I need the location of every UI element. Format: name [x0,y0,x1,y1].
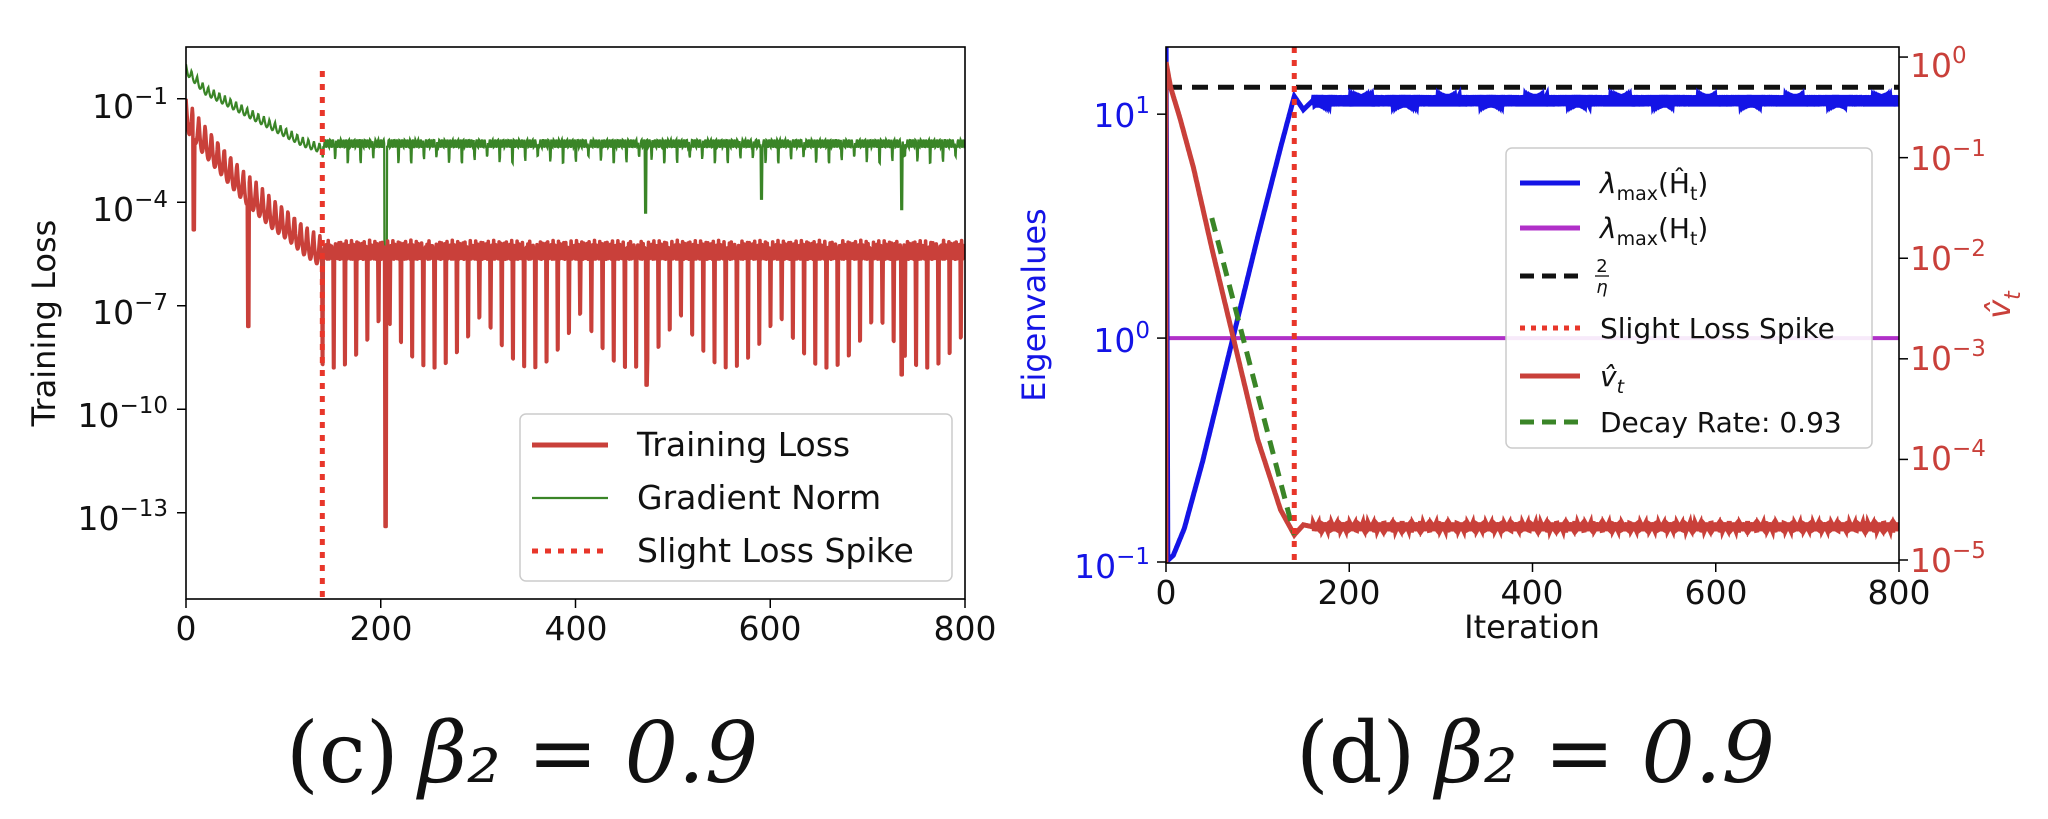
d-ytick-right-m3: 10−3 [1910,336,1986,378]
c-ylabel: Training Loss [25,220,63,428]
d-ytick-left-1: 101 [1093,93,1150,135]
d-legend-box [1505,147,1873,449]
c-ytick-4: 10−4 [92,187,168,229]
c-ytick-7: 10−7 [92,290,168,332]
d-ytick-right-0: 100 [1910,43,1967,85]
panel-d-ticks: 0 200 400 600 800 10−1 100 101 10−5 10−4… [1074,43,1986,612]
c-plot-area [186,64,965,599]
c-ytick-13: 10−13 [77,496,168,538]
c-legend-label-loss: Training Loss [636,425,850,464]
d-y2label: v̂t [1980,290,2026,319]
d-xlabel: Iteration [1464,608,1600,646]
d-xtick-800: 800 [1868,573,1931,612]
d-ytick-right-m4: 10−4 [1910,436,1986,478]
c-series-gradient-norm [186,64,965,335]
d-series-decay-fit [1209,217,1297,536]
d-legend-label-vhat: v̂t [1600,360,1626,398]
d-xtick-400: 400 [1501,573,1564,612]
c-legend-box [519,413,953,582]
c-series-training-loss [186,98,965,529]
d-ytick-right-m5: 10−5 [1910,538,1986,580]
d-ylabel: Eigenvalues [1015,208,1053,401]
panel-c-data [186,64,965,599]
c-ytick-1: 10−1 [92,84,168,126]
c-xtick-400: 400 [545,609,608,648]
d-series-lambda-hat [1166,47,1899,563]
d-legend-label-lambda-hat: λmax(Ĥt) [1598,166,1708,205]
d-caption: (d) β₂ = 0.9 [1296,704,1775,802]
d-legend-label-spike: Slight Loss Spike [1600,312,1835,345]
d-ytick-left-0: 100 [1093,318,1150,360]
panel-c-ticks: 0 200 400 600 800 10−1 10−4 10−7 10−10 1… [77,84,996,648]
panel-c: 0 200 400 600 800 10−1 10−4 10−7 10−10 1… [25,46,997,802]
d-legend-label-decay: Decay Rate: 0.93 [1600,406,1842,439]
c-xtick-200: 200 [350,609,413,648]
d-xtick-0: 0 [1156,573,1177,612]
d-legend-label-lambda: λmax(Ht) [1598,212,1708,250]
c-xtick-800: 800 [934,609,997,648]
d-legend-frac-den: η [1596,277,1607,298]
c-xtick-600: 600 [739,609,802,648]
d-legend: λmax(Ĥt) λmax(Ht) 2 η Slight Loss Spike … [1505,147,1873,449]
c-xtick-0: 0 [176,609,197,648]
d-ytick-right-m1: 10−1 [1910,136,1986,178]
d-series-vhat [1166,61,1899,541]
d-xtick-200: 200 [1318,573,1381,612]
c-legend: Training Loss Gradient Norm Slight Loss … [519,413,953,582]
c-legend-label-grad: Gradient Norm [637,478,881,517]
d-legend-frac-num: 2 [1596,256,1607,277]
d-xtick-600: 600 [1685,573,1748,612]
d-legend-label-threshold: 2 η [1595,256,1609,298]
d-ytick-left-m1: 10−1 [1074,544,1150,586]
c-legend-label-spike: Slight Loss Spike [637,531,914,570]
d-ytick-right-m2: 10−2 [1910,236,1986,278]
c-caption: (c) β₂ = 0.9 [286,704,758,802]
c-ytick-10: 10−10 [77,393,168,435]
panel-d: 0 200 400 600 800 10−1 100 101 10−5 10−4… [1015,43,2026,802]
